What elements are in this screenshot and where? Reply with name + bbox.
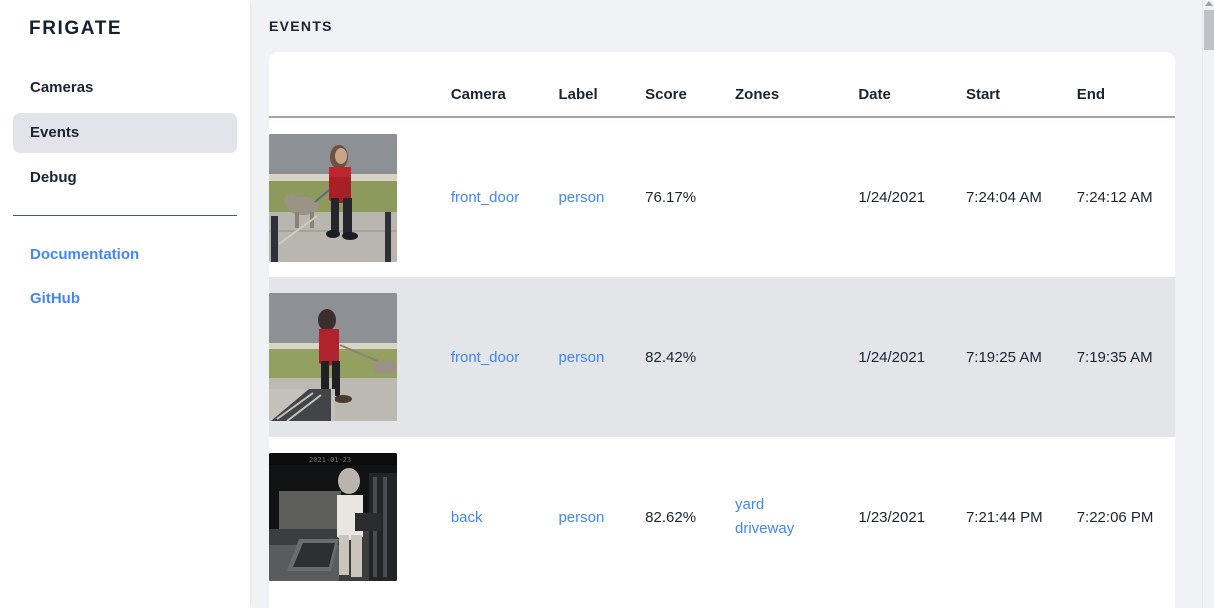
end-time-value: 7:19:35 AM xyxy=(1076,277,1175,437)
sidebar-item-debug[interactable]: Debug xyxy=(30,169,77,186)
column-header-camera: Camera xyxy=(450,52,559,118)
vertical-scrollbar[interactable] xyxy=(1202,0,1214,608)
zone-link[interactable]: driveway xyxy=(735,520,795,537)
sidebar-item-cameras[interactable]: Cameras xyxy=(30,79,94,96)
column-header-score: Score xyxy=(645,52,736,118)
zones-cell xyxy=(735,277,859,437)
event-thumbnail-image[interactable]: 2021-01-23 xyxy=(269,453,397,581)
events-table-head: Camera Label Score Zones Date Start End xyxy=(269,52,1175,118)
date-value: 1/23/2021 xyxy=(858,508,926,526)
events-table-header-row: Camera Label Score Zones Date Start End xyxy=(269,52,1175,118)
event-thumbnail-cell xyxy=(269,277,451,437)
table-row[interactable]: front_door person 76.17% 1/24/2021 7:24:04 A… xyxy=(269,117,1175,277)
events-table: Camera Label Score Zones Date Start End xyxy=(269,52,1175,597)
table-row[interactable]: 2021-01-23 back person 82.62% yard driveway 1… xyxy=(269,437,1175,597)
scroll-up-arrow-icon[interactable] xyxy=(1205,1,1213,6)
camera-cell: front_door xyxy=(451,117,559,277)
camera-link[interactable]: back xyxy=(450,508,483,526)
event-thumbnail-image[interactable] xyxy=(269,293,397,421)
score-value: 82.42% xyxy=(645,277,736,437)
svg-text:2021-01-23: 2021-01-23 xyxy=(309,456,351,464)
camera-link[interactable]: front_door xyxy=(450,348,520,366)
label-link[interactable]: person xyxy=(558,189,605,206)
event-thumbnail-cell: 2021-01-23 xyxy=(269,437,451,597)
column-header-zones: Zones xyxy=(735,52,859,118)
label-cell: person xyxy=(558,437,645,597)
label-cell: person xyxy=(558,117,645,277)
column-header-label: Label xyxy=(558,52,646,118)
start-time-value: 7:24:04 AM xyxy=(965,189,1042,206)
camera-link[interactable]: front_door xyxy=(450,189,520,206)
start-time-value: 7:21:44 PM xyxy=(965,508,1043,526)
date-value: 1/24/2021 xyxy=(858,277,966,437)
sidebar-item-events[interactable]: Events xyxy=(13,113,237,153)
date-value: 1/24/2021 xyxy=(858,189,926,206)
table-row[interactable]: front_door person 82.42% 1/24/2021 7:19:25 A… xyxy=(269,277,1175,437)
events-table-body: front_door person 76.17% 1/24/2021 7:24:04 A… xyxy=(269,117,1175,597)
scrollbar-thumb[interactable] xyxy=(1204,10,1214,50)
zones-cell: yard driveway xyxy=(735,437,858,597)
sidebar: FRIGATE Cameras Events Debug Documentati… xyxy=(0,0,250,608)
sidebar-link-documentation[interactable]: Documentation xyxy=(30,246,140,263)
column-header-end: End xyxy=(1076,52,1175,118)
column-header-date: Date xyxy=(858,52,966,118)
sidebar-nav: Cameras Events Debug xyxy=(0,68,250,198)
sidebar-external-links: Documentation GitHub xyxy=(0,235,250,319)
label-link[interactable]: person xyxy=(558,508,605,526)
column-header-thumbnail xyxy=(269,52,451,118)
label-cell: person xyxy=(558,277,646,437)
zone-link[interactable]: yard xyxy=(735,496,765,513)
column-header-start: Start xyxy=(965,52,1077,118)
end-time-value: 7:22:06 PM xyxy=(1076,508,1154,526)
app-brand-title: FRIGATE xyxy=(29,18,123,39)
start-time-value: 7:19:25 AM xyxy=(965,277,1077,437)
score-value: 76.17% xyxy=(645,189,697,206)
camera-cell: front_door xyxy=(450,277,559,437)
event-thumbnail-cell xyxy=(269,117,451,277)
sidebar-link-github[interactable]: GitHub xyxy=(30,290,80,307)
sidebar-divider xyxy=(13,215,237,216)
event-thumbnail-image[interactable] xyxy=(269,133,397,262)
events-card: Camera Label Score Zones Date Start End xyxy=(269,52,1175,608)
main-content: EVENTS Camera Label Score Zones Date Sta… xyxy=(250,0,1214,608)
page-title: EVENTS xyxy=(269,18,333,34)
label-link[interactable]: person xyxy=(558,348,605,366)
zones-cell xyxy=(735,117,858,277)
score-value: 82.62% xyxy=(645,508,697,526)
end-time-value: 7:24:12 AM xyxy=(1076,189,1153,206)
camera-cell: back xyxy=(451,437,559,597)
